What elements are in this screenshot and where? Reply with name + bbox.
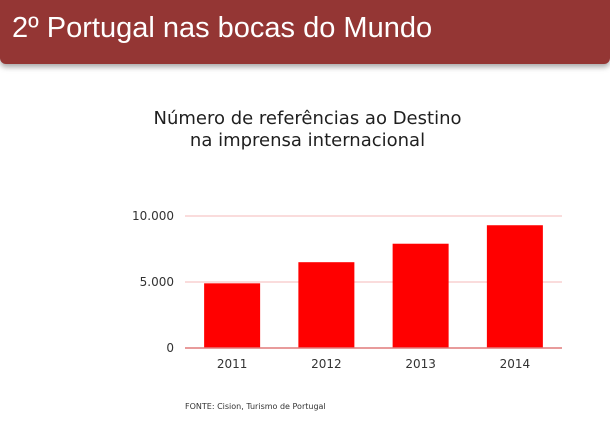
x-tick-label: 2012 bbox=[311, 357, 342, 371]
chart-title-line-1: Número de referências ao Destino bbox=[153, 108, 462, 129]
source-note: FONTE: Cision, Turismo de Portugal bbox=[185, 402, 326, 411]
x-tick-label: 2014 bbox=[500, 357, 531, 371]
bar-2014 bbox=[486, 225, 543, 348]
y-tick-label: 10.000 bbox=[132, 209, 174, 223]
y-tick-label: 0 bbox=[166, 341, 174, 355]
bar-2013 bbox=[392, 243, 449, 348]
header-bar: 2º Portugal nas bocas do Mundo bbox=[0, 0, 610, 64]
x-tick-label: 2011 bbox=[217, 357, 248, 371]
bar-2011 bbox=[204, 283, 261, 348]
y-tick-labels: 0 5.000 10.000 bbox=[132, 209, 174, 355]
slide-title: 2º Portugal nas bocas do Mundo bbox=[12, 12, 433, 44]
bars bbox=[204, 225, 543, 348]
x-tick-labels: 2011 2012 2013 2014 bbox=[217, 357, 530, 371]
chart-title-line-2: na imprensa internacional bbox=[189, 130, 426, 151]
x-tick-label: 2013 bbox=[405, 357, 436, 371]
chart-title: Número de referências ao Destino na impr… bbox=[140, 108, 475, 152]
bar-2012 bbox=[298, 262, 355, 348]
y-tick-label: 5.000 bbox=[140, 275, 174, 289]
